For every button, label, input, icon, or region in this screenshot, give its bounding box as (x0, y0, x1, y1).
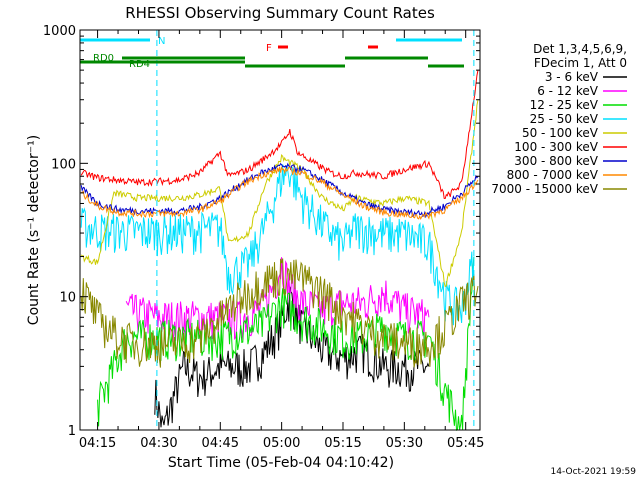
y-tick-label-2: 100 (51, 157, 76, 172)
legend-label-0: 3 - 6 keV (545, 70, 599, 84)
series-line-2 (97, 256, 475, 432)
x-tick-label-0: 04:15 (79, 436, 116, 451)
legend-label-2: 12 - 25 keV (530, 98, 599, 112)
y-axis-label: Count Rate (s⁻¹ detector⁻¹) (26, 135, 42, 325)
legend-label-7: 800 - 7000 keV (507, 168, 599, 182)
plot-frame (79, 29, 481, 431)
annotation-3: RD4 (129, 59, 150, 70)
x-tick-label-2: 04:45 (202, 436, 239, 451)
y-tick-label-1: 10 (59, 291, 76, 306)
series-line-3 (80, 164, 475, 326)
timestamp: 14-Oct-2021 19:59 (551, 467, 637, 477)
annotation-0: N (158, 36, 165, 47)
chart-title: RHESSI Observing Summary Count Rates (125, 4, 435, 22)
series-line-0 (154, 286, 430, 428)
y-tick-label-0: 1 (68, 424, 76, 439)
series-line-4 (80, 99, 479, 288)
series-line-7 (80, 166, 479, 221)
annotation-2: RD0 (93, 53, 114, 64)
x-tick-label-3: 05:00 (263, 436, 300, 451)
series-line-6 (80, 162, 479, 219)
x-tick-label-1: 04:30 (140, 436, 177, 451)
series-line-5 (80, 70, 479, 200)
legend-label-8: 7000 - 15000 keV (491, 182, 598, 196)
x-axis-label: Start Time (05-Feb-04 04:10:42) (168, 455, 394, 471)
legend-header-line-2: FDecim 1, Att 0 (534, 56, 627, 70)
series-line-8 (80, 258, 479, 368)
legend-label-1: 6 - 12 keV (537, 84, 599, 98)
legend-label-4: 50 - 100 keV (522, 126, 599, 140)
x-tick-label-5: 05:30 (386, 436, 423, 451)
annotation-1: F (266, 43, 272, 54)
legend-label-5: 100 - 300 keV (514, 140, 598, 154)
x-tick-label-4: 05:15 (324, 436, 361, 451)
y-tick-label-3: 1000 (43, 24, 76, 39)
overlay-layer: N F RD0 RD4 (80, 30, 475, 430)
legend-header-line-1: Det 1,3,4,5,6,9, (533, 42, 627, 56)
legend-label-6: 300 - 800 keV (514, 154, 598, 168)
x-tick-label-6: 05:45 (447, 436, 484, 451)
legend-label-3: 25 - 50 keV (530, 112, 599, 126)
axis-layer: 1 10 100 1000 04:15 04:30 04:45 05:00 05:15 05:30… (43, 24, 485, 451)
series-layer (80, 70, 479, 432)
